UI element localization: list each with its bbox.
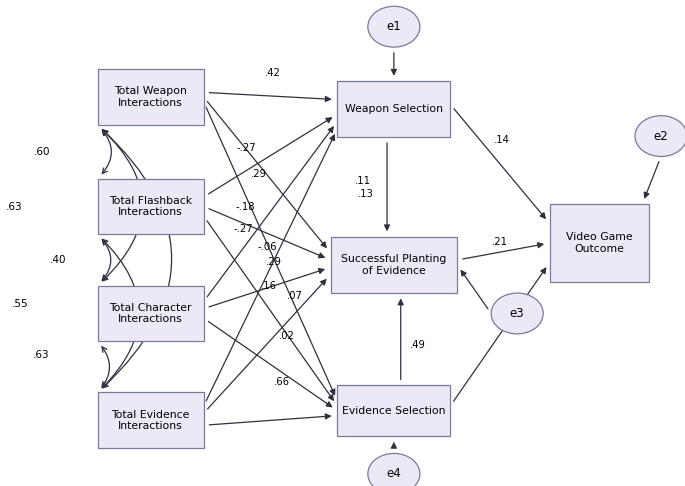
Text: e4: e4	[386, 468, 401, 480]
Text: .16: .16	[260, 281, 277, 291]
Text: Total Flashback
Interactions: Total Flashback Interactions	[109, 196, 192, 217]
Text: .14: .14	[493, 135, 510, 145]
Text: Weapon Selection: Weapon Selection	[345, 104, 443, 114]
Text: e2: e2	[653, 130, 669, 142]
Text: -.18: -.18	[236, 202, 255, 211]
Text: .29: .29	[251, 169, 267, 179]
Text: .42: .42	[264, 68, 281, 78]
Text: Video Game
Outcome: Video Game Outcome	[566, 232, 633, 254]
Text: .66: .66	[274, 378, 290, 387]
Text: .29: .29	[266, 258, 282, 267]
FancyBboxPatch shape	[549, 204, 649, 282]
Text: .40: .40	[50, 255, 66, 265]
Text: .13: .13	[358, 190, 374, 199]
Text: Total Evidence
Interactions: Total Evidence Interactions	[112, 410, 190, 431]
FancyBboxPatch shape	[98, 286, 204, 341]
Text: Total Character
Interactions: Total Character Interactions	[110, 303, 192, 324]
Text: .02: .02	[278, 331, 295, 341]
Text: -.06: -.06	[258, 242, 277, 252]
FancyBboxPatch shape	[337, 81, 451, 137]
Ellipse shape	[635, 116, 685, 156]
Text: .63: .63	[5, 202, 22, 211]
FancyBboxPatch shape	[98, 179, 204, 235]
Ellipse shape	[368, 453, 420, 486]
Text: .21: .21	[492, 237, 508, 247]
Text: e3: e3	[510, 307, 525, 320]
Text: .49: .49	[410, 340, 426, 350]
Text: .63: .63	[33, 350, 49, 360]
Text: -.27: -.27	[234, 225, 253, 234]
Text: .55: .55	[12, 299, 29, 309]
Ellipse shape	[368, 6, 420, 47]
Text: e1: e1	[386, 20, 401, 33]
FancyBboxPatch shape	[337, 385, 451, 436]
Text: Total Weapon
Interactions: Total Weapon Interactions	[114, 87, 187, 108]
Text: Successful Planting
of Evidence: Successful Planting of Evidence	[341, 254, 447, 276]
Text: .07: .07	[286, 292, 303, 301]
Text: -.27: -.27	[237, 143, 256, 153]
FancyBboxPatch shape	[98, 393, 204, 448]
Text: .60: .60	[34, 147, 51, 156]
FancyBboxPatch shape	[98, 69, 204, 125]
Ellipse shape	[491, 293, 543, 334]
FancyBboxPatch shape	[330, 237, 458, 293]
Text: .11: .11	[355, 176, 371, 186]
Text: Evidence Selection: Evidence Selection	[342, 406, 446, 416]
